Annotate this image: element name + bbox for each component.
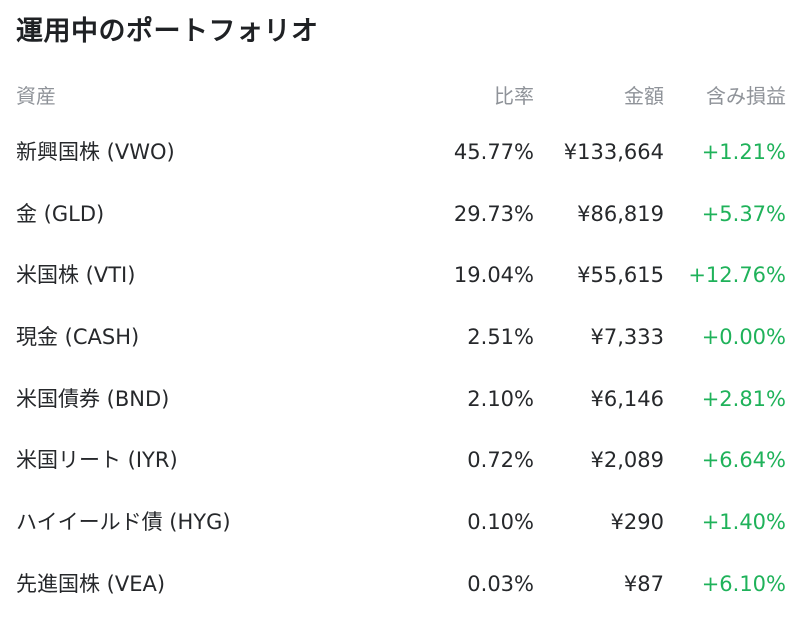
- table-row[interactable]: 米国リート (IYR) 0.72% ¥2,089 +6.64%: [16, 430, 786, 492]
- asset-name: 米国債券 (BND): [16, 386, 170, 411]
- asset-gain: +1.21%: [701, 140, 786, 164]
- asset-gain: +1.40%: [701, 510, 786, 535]
- asset-name: ハイイールド債 (HYG): [16, 510, 231, 535]
- asset-name: 米国リート (IYR): [16, 448, 178, 473]
- asset-gain: +12.76%: [688, 263, 786, 288]
- asset-ratio: 29.73%: [453, 201, 534, 226]
- asset-ratio: 19.04%: [453, 263, 534, 288]
- table-row[interactable]: 米国株 (VTI) 19.04% ¥55,615 +12.76%: [16, 245, 786, 307]
- asset-ratio: 0.03%: [467, 571, 534, 596]
- asset-ratio: 0.10%: [467, 510, 534, 535]
- asset-ratio: 45.77%: [453, 140, 534, 164]
- table-row[interactable]: ハイイールド債 (HYG) 0.10% ¥290 +1.40%: [16, 492, 786, 554]
- table-row[interactable]: 新興国株 (VWO) 45.77% ¥133,664 +1.21%: [16, 122, 786, 184]
- asset-name: 現金 (CASH): [16, 325, 140, 350]
- asset-gain: +0.00%: [701, 325, 786, 350]
- portfolio-table: 資産 比率 金額 含み損益 新興国株 (VWO) 45.77% ¥133,664…: [16, 70, 786, 616]
- table-row[interactable]: 現金 (CASH) 2.51% ¥7,333 +0.00%: [16, 307, 786, 369]
- column-header-unrealized-gain: 含み損益: [706, 84, 786, 108]
- table-row[interactable]: 米国債券 (BND) 2.10% ¥6,146 +2.81%: [16, 369, 786, 431]
- asset-name: 金 (GLD): [16, 201, 105, 226]
- asset-amount: ¥87: [623, 571, 664, 596]
- asset-name: 新興国株 (VWO): [16, 140, 175, 164]
- asset-name: 先進国株 (VEA): [16, 571, 166, 596]
- column-header-asset: 資産: [16, 84, 56, 108]
- asset-gain: +5.37%: [701, 201, 786, 226]
- asset-amount: ¥6,146: [590, 386, 664, 411]
- table-row[interactable]: 金 (GLD) 29.73% ¥86,819 +5.37%: [16, 184, 786, 246]
- asset-gain: +6.10%: [701, 571, 786, 596]
- column-header-ratio: 比率: [494, 84, 534, 108]
- asset-gain: +6.64%: [701, 448, 786, 473]
- asset-ratio: 0.72%: [467, 448, 534, 473]
- asset-ratio: 2.10%: [467, 386, 534, 411]
- asset-amount: ¥290: [610, 510, 664, 535]
- column-header-amount: 金額: [624, 84, 664, 108]
- table-row[interactable]: 先進国株 (VEA) 0.03% ¥87 +6.10%: [16, 554, 786, 616]
- asset-amount: ¥133,664: [563, 140, 664, 164]
- asset-ratio: 2.51%: [467, 325, 534, 350]
- asset-amount: ¥2,089: [590, 448, 664, 473]
- table-header: 資産 比率 金額 含み損益: [16, 70, 786, 122]
- asset-amount: ¥55,615: [577, 263, 664, 288]
- asset-name: 米国株 (VTI): [16, 263, 136, 288]
- asset-gain: +2.81%: [701, 386, 786, 411]
- page-title: 運用中のポートフォリオ: [16, 16, 319, 47]
- asset-amount: ¥86,819: [577, 201, 664, 226]
- asset-amount: ¥7,333: [590, 325, 664, 350]
